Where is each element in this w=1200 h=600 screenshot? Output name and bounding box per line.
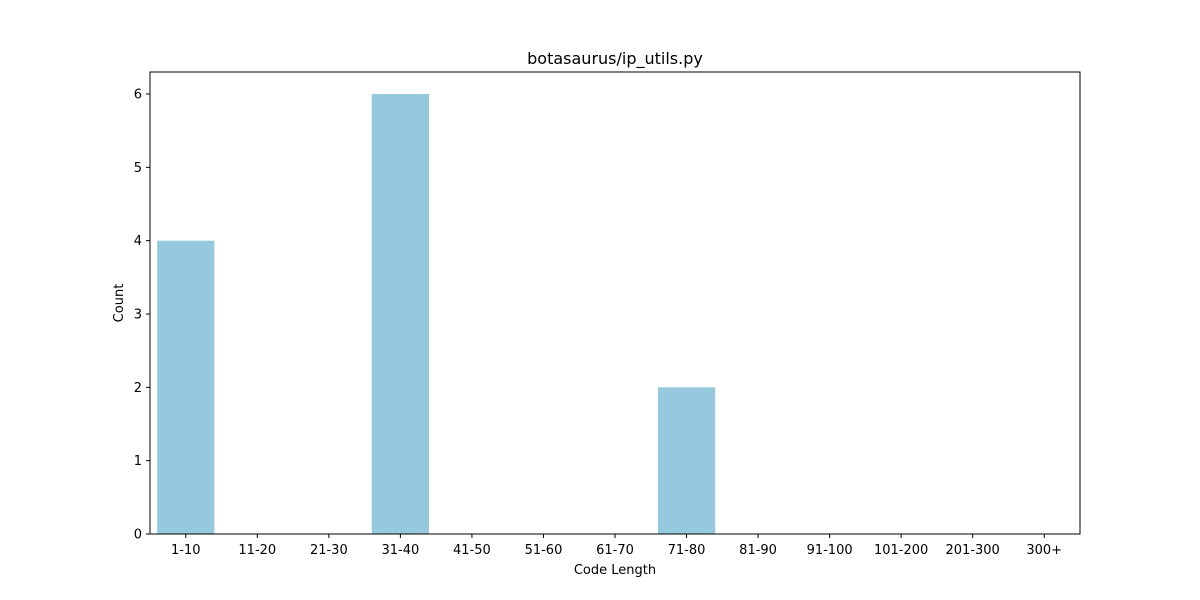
x-tick-label: 11-20 bbox=[238, 543, 276, 558]
x-axis-label: Code Length bbox=[574, 563, 656, 578]
x-tick-label: 31-40 bbox=[381, 543, 419, 558]
x-tick-label: 1-10 bbox=[171, 543, 201, 558]
x-tick-label: 101-200 bbox=[874, 543, 928, 558]
x-tick-label: 91-100 bbox=[807, 543, 853, 558]
x-tick-label: 71-80 bbox=[668, 543, 706, 558]
y-tick-label: 4 bbox=[134, 234, 142, 249]
x-tick-label: 300+ bbox=[1026, 543, 1062, 558]
y-tick-label: 6 bbox=[134, 88, 142, 103]
y-tick-label: 2 bbox=[134, 381, 142, 396]
bar-71-80 bbox=[657, 387, 716, 534]
x-axis: 1-10 11-20 21-30 31-40 41-50 51-60 61-70 71-80 8… bbox=[171, 534, 1062, 558]
bar-1-10 bbox=[157, 240, 215, 534]
y-axis-label: Count bbox=[112, 284, 127, 323]
x-tick-label: 21-30 bbox=[310, 543, 348, 558]
bars-group bbox=[157, 94, 716, 534]
y-axis: 0 1 2 3 4 5 6 bbox=[134, 88, 150, 543]
plot-frame bbox=[149, 71, 1081, 535]
bar-31-40 bbox=[371, 94, 429, 534]
y-tick-label: 1 bbox=[134, 454, 142, 469]
x-tick-label: 51-60 bbox=[525, 543, 563, 558]
y-tick-label: 3 bbox=[134, 308, 142, 323]
x-tick-label: 201-300 bbox=[946, 543, 1000, 558]
x-tick-label: 41-50 bbox=[453, 543, 491, 558]
y-tick-label: 5 bbox=[134, 161, 142, 176]
y-tick-label: 0 bbox=[134, 528, 142, 543]
chart-title: botasaurus/ip_utils.py bbox=[527, 49, 703, 69]
x-tick-label: 61-70 bbox=[596, 543, 634, 558]
x-tick-label: 81-90 bbox=[739, 543, 777, 558]
